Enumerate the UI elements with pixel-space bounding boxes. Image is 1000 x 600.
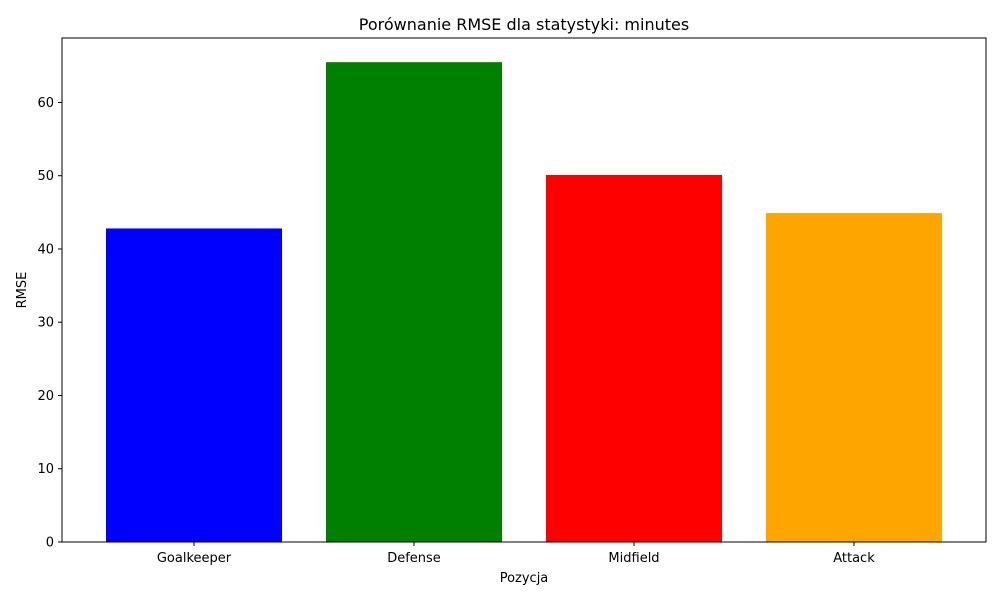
x-tick-label: Goalkeeper: [157, 551, 232, 566]
y-tick-label: 30: [37, 316, 54, 331]
y-tick-label: 60: [37, 96, 54, 111]
x-axis-label: Pozycja: [500, 571, 549, 586]
y-tick-label: 50: [37, 169, 54, 184]
y-tick-label: 40: [37, 242, 54, 257]
y-tick-label: 20: [37, 389, 54, 404]
x-tick-label: Midfield: [608, 551, 659, 566]
x-axis-ticks: Goalkeeper Defense Midfield Attack: [157, 542, 875, 566]
y-tick-label: 10: [37, 462, 54, 477]
bar-goalkeeper: [106, 228, 282, 542]
bar-defense: [326, 62, 502, 543]
bar-attack: [766, 213, 942, 542]
y-axis-label: RMSE: [15, 272, 30, 309]
chart-title: Porównanie RMSE dla statystyki: minutes: [359, 15, 689, 34]
x-tick-label: Attack: [833, 551, 875, 566]
plot-frame: [61, 37, 987, 543]
x-tick-label: Defense: [387, 551, 441, 566]
y-tick-label: 0: [46, 536, 54, 551]
y-axis-ticks: 0 10 20 30 40 50 60: [37, 96, 62, 551]
bar-midfield: [546, 174, 722, 542]
bars-group: [106, 62, 942, 543]
